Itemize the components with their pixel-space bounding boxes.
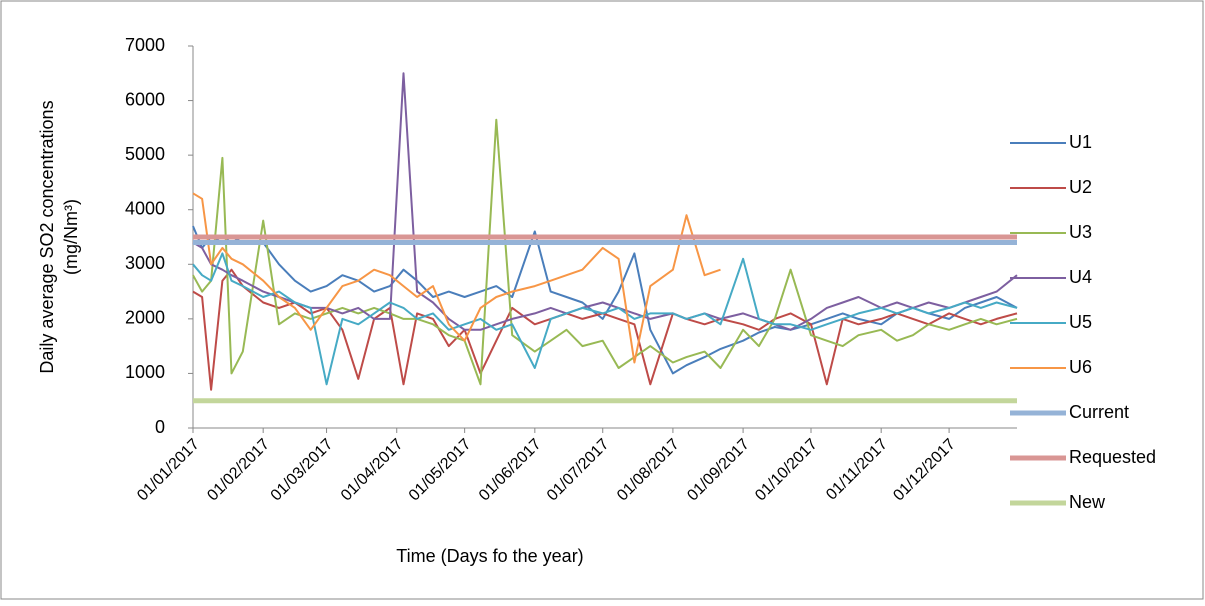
- legend-label: Requested: [1069, 447, 1156, 467]
- legend-label: Current: [1069, 402, 1129, 422]
- legend-label: U6: [1069, 357, 1092, 377]
- legend-label: U5: [1069, 312, 1092, 332]
- y-tick-label: 5000: [125, 144, 165, 164]
- legend-label: U1: [1069, 132, 1092, 152]
- series-line: [192, 118, 1018, 386]
- legend-label: U4: [1069, 267, 1092, 287]
- legend-label: U2: [1069, 177, 1092, 197]
- legend-label: New: [1069, 492, 1106, 512]
- y-tick-label: 4000: [125, 198, 165, 218]
- series-line: [192, 252, 1018, 386]
- y-tick-label: 1000: [125, 362, 165, 382]
- y-tick-label: 3000: [125, 253, 165, 273]
- series-line: [192, 268, 1018, 391]
- legend-label: U3: [1069, 222, 1092, 242]
- y-tick-label: 6000: [125, 89, 165, 109]
- x-axis-label: Time (Days fo the year): [396, 546, 583, 566]
- y-tick-label: 0: [155, 417, 165, 437]
- y-tick-label: 2000: [125, 308, 165, 328]
- y-axis-label: Daily average SO2 concentrations: [37, 100, 57, 373]
- y-tick-label: 7000: [125, 35, 165, 55]
- series-line: [192, 192, 721, 364]
- y-axis-label: (mg/Nm³): [61, 199, 81, 275]
